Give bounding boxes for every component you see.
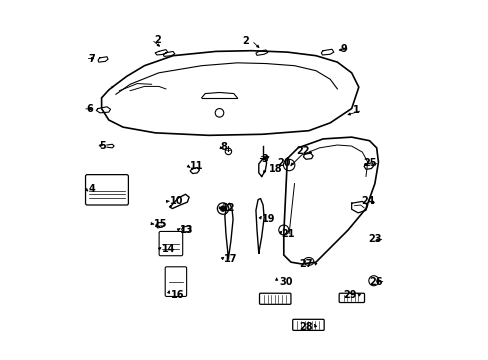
Text: 29: 29: [343, 290, 356, 300]
Text: 20: 20: [277, 158, 290, 168]
Text: 4: 4: [88, 184, 95, 194]
FancyBboxPatch shape: [85, 175, 128, 205]
FancyBboxPatch shape: [165, 267, 186, 296]
Text: 5: 5: [99, 141, 105, 151]
Text: 19: 19: [262, 214, 275, 224]
Text: 26: 26: [368, 277, 382, 287]
Text: 7: 7: [88, 54, 95, 64]
Text: 9: 9: [340, 44, 346, 54]
Text: 2: 2: [242, 36, 248, 46]
FancyBboxPatch shape: [292, 319, 324, 330]
Text: 1: 1: [352, 105, 359, 115]
Circle shape: [220, 206, 225, 211]
Text: 12: 12: [221, 203, 235, 213]
Text: 23: 23: [367, 234, 381, 244]
Text: 21: 21: [281, 229, 295, 239]
Text: 22: 22: [296, 146, 309, 156]
Text: 15: 15: [153, 219, 167, 229]
Text: 24: 24: [360, 197, 374, 206]
Text: 18: 18: [268, 164, 282, 174]
Text: 6: 6: [86, 104, 92, 113]
Text: 25: 25: [363, 158, 376, 168]
Text: 11: 11: [190, 161, 203, 171]
Text: 14: 14: [162, 244, 176, 253]
Text: 28: 28: [299, 322, 312, 332]
Text: 13: 13: [180, 225, 193, 235]
Text: 30: 30: [279, 277, 292, 287]
FancyBboxPatch shape: [339, 293, 364, 302]
Text: 8: 8: [220, 142, 227, 152]
Text: 16: 16: [171, 290, 184, 300]
Text: 17: 17: [224, 254, 237, 264]
Text: 3: 3: [261, 154, 267, 164]
Text: 2: 2: [154, 35, 161, 45]
Text: 10: 10: [169, 197, 183, 206]
Text: 27: 27: [299, 259, 312, 269]
FancyBboxPatch shape: [159, 231, 183, 256]
FancyBboxPatch shape: [259, 293, 290, 304]
